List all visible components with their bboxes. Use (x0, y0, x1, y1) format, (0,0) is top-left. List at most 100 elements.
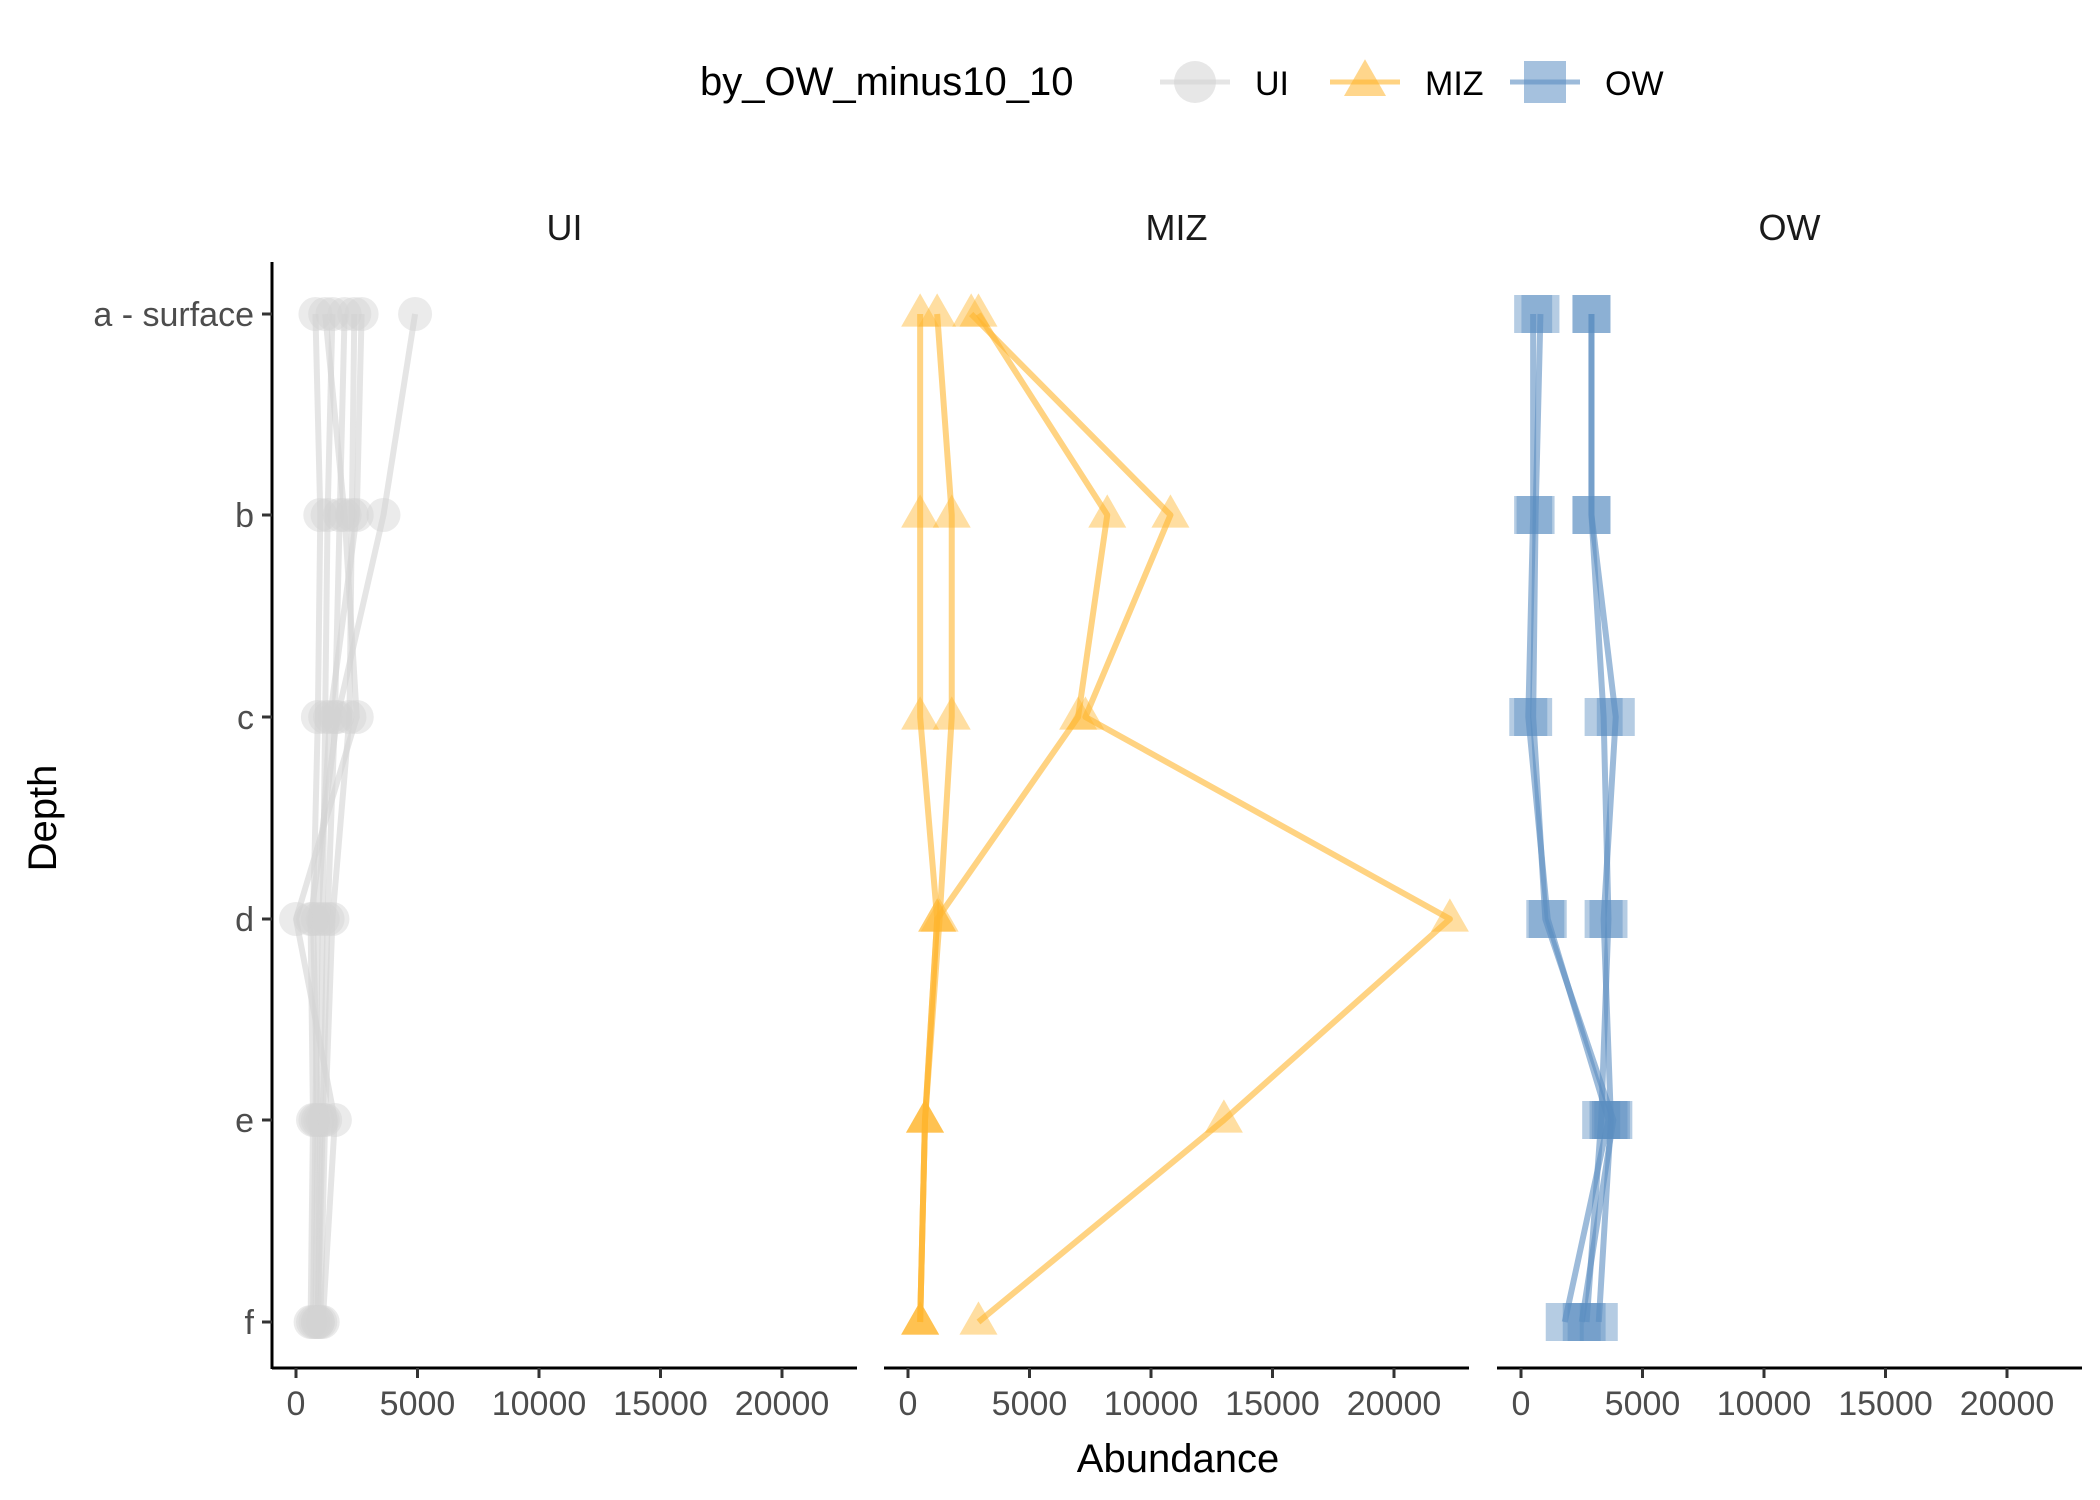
data-point (1591, 1101, 1630, 1139)
x-tick-label: 5000 (380, 1385, 456, 1423)
x-tick-label: 15000 (1838, 1385, 1933, 1423)
panel-title: MIZ (1146, 207, 1208, 248)
data-point (344, 297, 379, 331)
y-tick-label: f (245, 1304, 255, 1342)
x-tick-label: 20000 (1347, 1385, 1442, 1423)
x-tick-label: 20000 (735, 1385, 830, 1423)
data-point (952, 293, 991, 327)
data-point (1528, 900, 1567, 938)
series-line (293, 313, 360, 1323)
data-point (1582, 1101, 1621, 1139)
data-point (327, 498, 362, 532)
data-point (366, 498, 401, 532)
data-point (298, 1103, 333, 1137)
data-point (1514, 496, 1553, 534)
data-point (1589, 900, 1628, 938)
y-tick-label: a - surface (93, 296, 254, 334)
data-point (901, 293, 940, 327)
data-point (337, 297, 372, 331)
data-point (1526, 900, 1565, 938)
y-axis: a - surface b c d e f (93, 262, 274, 1369)
data-point (901, 1301, 940, 1335)
data-point (920, 898, 959, 932)
data-point (305, 902, 340, 936)
data-point (1572, 496, 1611, 534)
x-tick-label: 0 (899, 1385, 918, 1423)
panel-miz: MIZ 0 5000 10000 15000 20000 (884, 207, 1469, 1423)
data-point (322, 498, 357, 532)
legend-marker-triangle (1344, 59, 1386, 96)
data-point (398, 297, 433, 331)
data-point (320, 700, 355, 734)
panel-ui: UI 0 5000 10000 15000 20000 (272, 207, 857, 1423)
legend-label: MIZ (1425, 65, 1484, 103)
data-point (918, 293, 957, 327)
panel-title: UI (547, 207, 583, 248)
data-point (918, 898, 957, 932)
data-point (1514, 698, 1553, 736)
data-point (315, 902, 350, 936)
legend-title: by_OW_minus10_10 (700, 60, 1074, 104)
data-point (293, 902, 328, 936)
legend-marker-circle (1174, 61, 1216, 103)
x-tick-label: 5000 (1605, 1385, 1681, 1423)
x-tick-label: 20000 (1960, 1385, 2055, 1423)
data-point (300, 1305, 335, 1339)
x-tick-label: 10000 (1717, 1385, 1812, 1423)
panel-ow: OW 0 5000 10000 15000 20000 (1497, 207, 2082, 1423)
x-tick-label: 0 (1512, 1385, 1531, 1423)
data-point (293, 1305, 328, 1339)
series-line (917, 312, 1111, 1323)
data-point (1509, 698, 1548, 736)
data-point (1579, 1303, 1618, 1341)
data-point (1545, 1303, 1584, 1341)
data-point (1514, 295, 1553, 333)
data-point (298, 1305, 333, 1339)
data-point (317, 1103, 352, 1137)
data-point (901, 696, 940, 730)
data-point (918, 898, 957, 932)
data-point (296, 1103, 331, 1137)
data-point (332, 700, 367, 734)
y-tick-label: d (235, 901, 254, 939)
y-tick-label: c (237, 699, 254, 737)
data-point (906, 1099, 945, 1133)
data-point (298, 297, 333, 331)
y-tick-label: e (235, 1102, 254, 1140)
data-point (300, 902, 335, 936)
x-tick-label: 15000 (613, 1385, 708, 1423)
data-point (1589, 1101, 1628, 1139)
data-point (317, 700, 352, 734)
legend-label: UI (1255, 65, 1289, 103)
data-point (310, 498, 345, 532)
data-point (279, 902, 313, 936)
data-point (1584, 698, 1623, 736)
data-point (1572, 496, 1611, 534)
data-point (339, 700, 374, 734)
series-line (969, 311, 1453, 1325)
data-point (303, 1305, 338, 1339)
data-point (308, 700, 343, 734)
data-point (1572, 295, 1611, 333)
data-point (300, 1305, 335, 1339)
y-tick-label: b (235, 497, 254, 535)
data-point (300, 1103, 335, 1137)
legend-label: OW (1605, 65, 1664, 103)
data-point (901, 494, 940, 528)
data-point (959, 293, 998, 327)
data-point (1596, 698, 1635, 736)
data-point (308, 1103, 343, 1137)
panel-title: OW (1759, 207, 1821, 248)
data-point (1066, 696, 1105, 730)
data-point (932, 696, 971, 730)
legend: by_OW_minus10_10 UI MIZ OW (700, 59, 1664, 104)
x-tick-label: 5000 (992, 1385, 1068, 1423)
data-point (296, 902, 331, 936)
x-tick-label: 15000 (1225, 1385, 1320, 1423)
data-point (327, 297, 362, 331)
data-point (313, 700, 348, 734)
data-point (1567, 1303, 1606, 1341)
data-point (310, 902, 345, 936)
data-point (305, 1103, 340, 1137)
series-line (1530, 313, 1617, 1323)
